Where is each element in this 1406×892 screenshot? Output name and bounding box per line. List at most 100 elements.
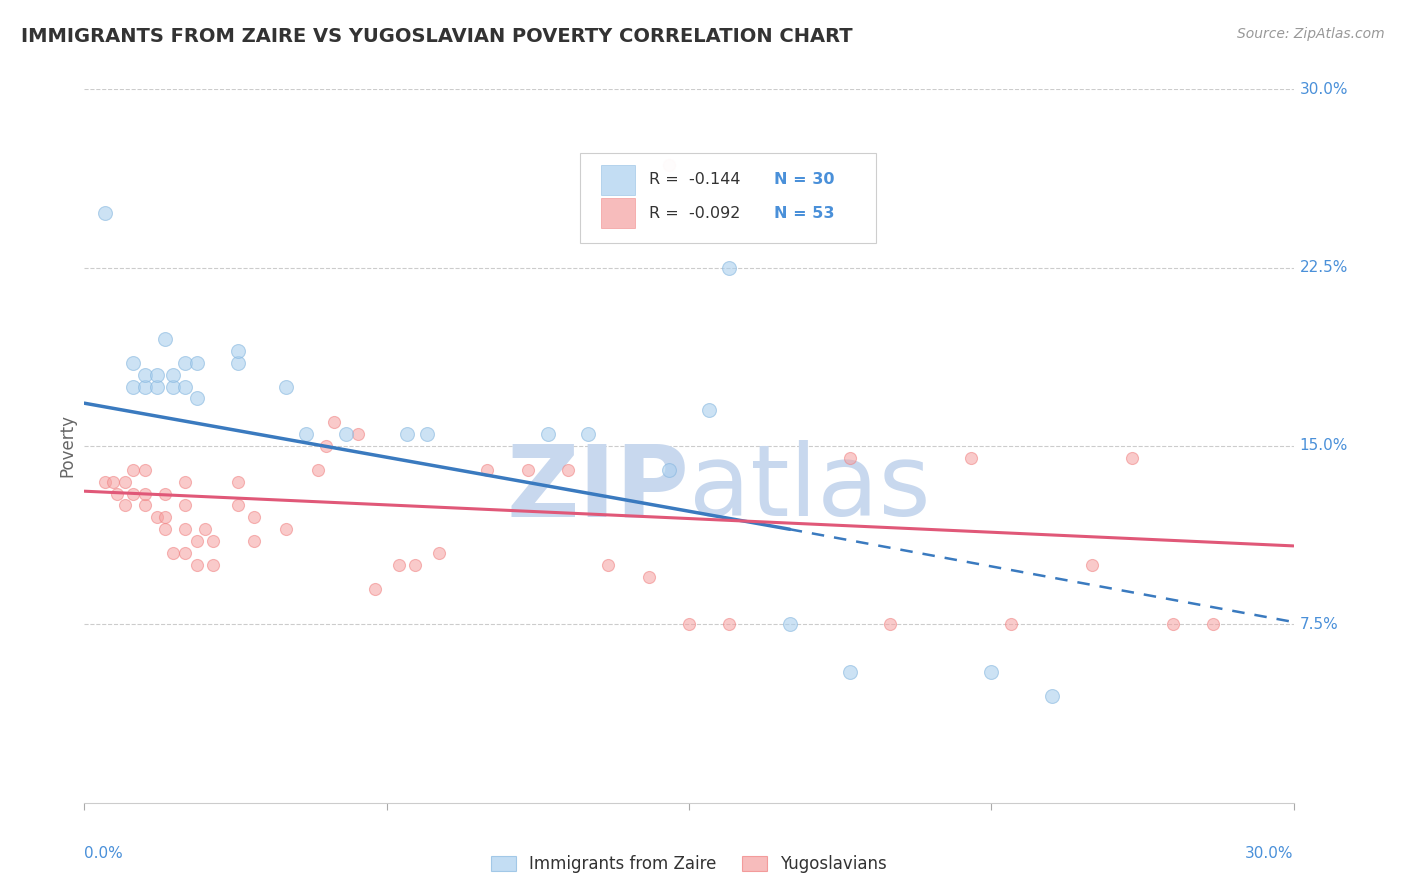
Point (101, 475, 124, 489)
Point (202, 534, 225, 549)
Point (576, 427, 599, 442)
Point (658, 158, 681, 172)
Point (658, 463, 681, 477)
FancyBboxPatch shape (600, 198, 634, 228)
Point (1121, 450, 1143, 465)
Point (121, 486, 143, 500)
Point (93, 206, 115, 220)
Point (226, 499, 249, 513)
Point (242, 510, 264, 524)
Point (146, 510, 169, 524)
Point (153, 510, 176, 524)
Point (93, 475, 115, 489)
Point (388, 558, 411, 572)
Text: Source: ZipAtlas.com: Source: ZipAtlas.com (1237, 27, 1385, 41)
Legend: Immigrants from Zaire, Yugoslavians: Immigrants from Zaire, Yugoslavians (485, 849, 893, 880)
Point (186, 558, 208, 572)
Point (697, 403, 720, 417)
Text: atlas: atlas (689, 441, 931, 537)
Point (598, 558, 620, 572)
Point (718, 260, 741, 275)
Point (1081, 558, 1104, 572)
Point (1040, 689, 1063, 703)
Point (1000, 617, 1022, 632)
Point (134, 368, 156, 382)
Point (174, 379, 197, 393)
Point (174, 356, 197, 370)
Point (114, 475, 136, 489)
Point (226, 356, 249, 370)
Point (477, 463, 499, 477)
Text: 30.0%: 30.0% (1246, 846, 1294, 861)
Point (1202, 617, 1225, 632)
Point (162, 546, 184, 560)
Point (416, 427, 439, 442)
Point (134, 499, 156, 513)
Point (121, 356, 143, 370)
Point (174, 499, 197, 513)
Text: N = 53: N = 53 (773, 206, 834, 221)
Point (226, 343, 249, 358)
Point (202, 558, 225, 572)
Point (637, 570, 659, 584)
Point (678, 617, 700, 632)
Point (242, 534, 264, 549)
Point (174, 522, 197, 536)
Point (307, 463, 329, 477)
Point (121, 379, 143, 393)
Point (274, 522, 297, 536)
Point (335, 427, 357, 442)
FancyBboxPatch shape (600, 165, 634, 194)
Text: R =  -0.092: R = -0.092 (650, 206, 741, 221)
Point (162, 379, 184, 393)
Point (879, 617, 901, 632)
Point (153, 486, 176, 500)
Y-axis label: Poverty: Poverty (58, 415, 76, 477)
Text: 0.0%: 0.0% (84, 846, 124, 861)
Point (323, 415, 346, 429)
Point (779, 617, 801, 632)
Point (134, 379, 156, 393)
Point (134, 463, 156, 477)
Point (537, 427, 560, 442)
Point (980, 665, 1002, 679)
Point (395, 427, 418, 442)
Point (121, 463, 143, 477)
Point (427, 546, 450, 560)
Point (718, 617, 741, 632)
Point (146, 368, 169, 382)
Point (186, 356, 208, 370)
Point (186, 534, 208, 549)
Point (105, 486, 128, 500)
Point (174, 475, 197, 489)
Point (226, 475, 249, 489)
Point (557, 463, 579, 477)
Point (146, 379, 169, 393)
Text: 15.0%: 15.0% (1299, 439, 1348, 453)
Point (960, 450, 983, 465)
Point (153, 522, 176, 536)
Text: 30.0%: 30.0% (1299, 82, 1348, 96)
Point (347, 427, 370, 442)
Point (295, 427, 318, 442)
Point (194, 522, 217, 536)
Point (315, 439, 337, 453)
Point (516, 463, 538, 477)
Text: N = 30: N = 30 (773, 172, 834, 187)
Point (1161, 617, 1184, 632)
Point (162, 368, 184, 382)
Text: R =  -0.144: R = -0.144 (650, 172, 741, 187)
Point (274, 379, 297, 393)
Point (174, 546, 197, 560)
Point (114, 499, 136, 513)
Point (404, 558, 426, 572)
Point (134, 486, 156, 500)
Text: IMMIGRANTS FROM ZAIRE VS YUGOSLAVIAN POVERTY CORRELATION CHART: IMMIGRANTS FROM ZAIRE VS YUGOSLAVIAN POV… (21, 27, 852, 45)
Point (153, 332, 176, 346)
FancyBboxPatch shape (581, 153, 876, 243)
Text: 7.5%: 7.5% (1299, 617, 1339, 632)
Point (363, 582, 385, 596)
Point (186, 392, 208, 406)
Text: ZIP: ZIP (506, 441, 689, 537)
Point (839, 665, 862, 679)
